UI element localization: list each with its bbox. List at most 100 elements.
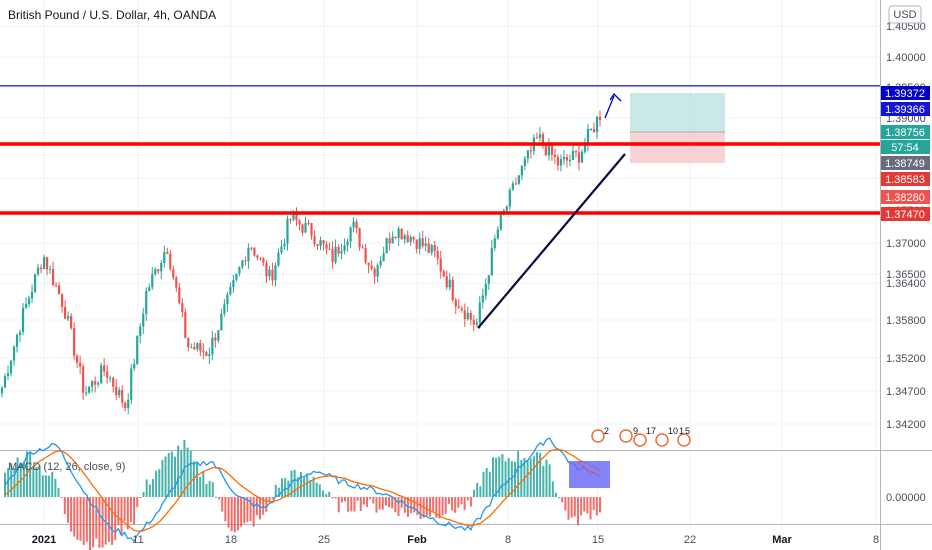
- macd-hist-bar: [444, 497, 447, 514]
- macd-hist-bar: [10, 463, 13, 497]
- candle: [355, 218, 358, 234]
- price-badge-text: 1.39366: [885, 104, 925, 116]
- candle-body: [544, 144, 548, 156]
- candle-body: [376, 265, 379, 277]
- candle-body: [382, 253, 385, 261]
- loss-zone: [630, 132, 725, 163]
- candle: [154, 267, 157, 277]
- macd-hist-bar: [293, 469, 296, 497]
- candle: [280, 240, 283, 255]
- candle-body: [88, 386, 91, 393]
- price-axis: 1.405001.400001.395001.390001.385001.380…: [881, 5, 930, 504]
- candle: [289, 218, 292, 224]
- candle: [18, 329, 22, 343]
- candle: [325, 240, 328, 255]
- macd-hist-bar: [252, 497, 255, 527]
- candle-body: [352, 221, 355, 228]
- candle: [211, 330, 214, 361]
- candle: [286, 215, 289, 251]
- candle: [178, 282, 181, 305]
- candle: [406, 230, 409, 243]
- candle-body: [253, 247, 256, 256]
- candle-body: [241, 260, 244, 268]
- candle-body: [217, 330, 220, 341]
- signal-line: [4, 449, 601, 532]
- candle-body: [121, 389, 124, 403]
- candle: [499, 211, 502, 232]
- macd-hist-bar: [457, 497, 460, 508]
- macd-hist-bar: [44, 475, 47, 497]
- candle: [310, 222, 313, 240]
- time-label: 8: [873, 534, 879, 546]
- candle-body: [328, 248, 331, 250]
- candle-body: [82, 366, 85, 393]
- candle-body: [181, 302, 184, 313]
- candle-body: [553, 154, 557, 157]
- candle: [241, 259, 244, 270]
- macd-hist-bar: [255, 497, 258, 516]
- candle: [592, 122, 596, 134]
- macd-hist-bar: [429, 497, 431, 517]
- candle-body: [412, 236, 415, 240]
- candle: [415, 239, 418, 254]
- macd-hist-bar: [277, 487, 280, 497]
- candle-body: [340, 250, 343, 254]
- candle-body: [214, 337, 217, 341]
- price-tick: 1.35200: [886, 353, 926, 365]
- candle: [403, 233, 406, 244]
- candle-body: [322, 240, 325, 245]
- candle: [343, 238, 346, 255]
- macd-hist-bar: [107, 497, 110, 542]
- candle: [57, 282, 61, 295]
- macd-hist-bar: [104, 497, 107, 545]
- macd-hist-bar: [375, 497, 378, 513]
- candle: [538, 126, 541, 143]
- candle: [79, 355, 82, 375]
- candle: [400, 228, 403, 240]
- candle-body: [48, 268, 52, 270]
- macd-hist-bar: [114, 497, 117, 541]
- candle: [574, 150, 578, 158]
- candle-body: [232, 279, 235, 288]
- macd-hist-bar: [120, 497, 123, 535]
- candle-body: [484, 283, 487, 296]
- candle: [247, 243, 250, 269]
- candle-body: [454, 300, 457, 307]
- candle: [27, 295, 31, 308]
- macd-hist-bar: [463, 497, 466, 511]
- candle-body: [583, 144, 587, 152]
- candle-body: [178, 287, 181, 303]
- candle-body: [505, 206, 508, 211]
- macd-hist-bar: [48, 475, 51, 497]
- candle: [118, 387, 121, 399]
- candle-body: [526, 150, 529, 159]
- candle-body: [562, 157, 566, 160]
- macd-tick: 0.00000: [886, 492, 926, 504]
- macd-hist-bar: [391, 497, 394, 509]
- candle: [73, 322, 76, 360]
- macd-hist-bar: [167, 452, 170, 497]
- macd-hist-bar: [284, 477, 287, 497]
- candle: [196, 342, 199, 352]
- candle-body: [469, 312, 472, 320]
- candle-body: [472, 319, 475, 325]
- macd-hist-bar: [303, 477, 306, 497]
- candle-body: [6, 373, 10, 377]
- macd-hist-bar: [57, 488, 60, 497]
- macd-hist-bar: [425, 497, 428, 516]
- candle: [229, 282, 232, 296]
- candle: [193, 342, 196, 350]
- candle-body: [103, 365, 106, 372]
- candle-body: [436, 251, 439, 259]
- candle: [12, 345, 16, 366]
- time-label: 2021: [32, 534, 56, 546]
- event-count: 2: [604, 426, 609, 436]
- candle: [136, 335, 139, 365]
- candle-body: [433, 245, 436, 252]
- macd-pane: [4, 437, 610, 550]
- macd-hist-bar: [328, 491, 331, 497]
- candle-body: [490, 247, 493, 276]
- candle: [472, 315, 475, 332]
- macd-hist-bar: [473, 489, 476, 497]
